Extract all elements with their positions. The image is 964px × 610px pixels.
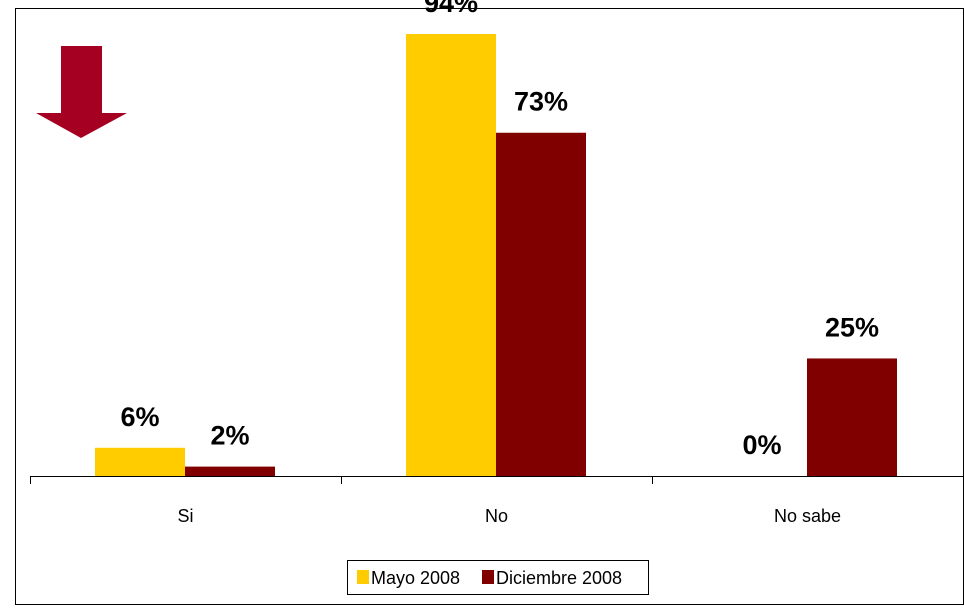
bar-no-mayo-2008 bbox=[406, 34, 496, 476]
bar-si-diciembre-2008 bbox=[185, 466, 275, 476]
value-label-no-sabe-diciembre-2008: 25% bbox=[825, 312, 879, 342]
legend-label-diciembre-2008: Diciembre 2008 bbox=[496, 568, 622, 588]
value-label-no-sabe-mayo-2008: 0% bbox=[742, 430, 781, 460]
legend-swatch-diciembre-2008 bbox=[482, 570, 494, 584]
arrow-down-icon bbox=[36, 46, 127, 138]
bar-no-sabe-diciembre-2008 bbox=[807, 358, 897, 476]
category-label-si: Si bbox=[177, 506, 193, 526]
value-labels-layer: 6% 2% 94% 73% 0% 25% bbox=[120, 0, 879, 460]
value-label-si-diciembre-2008: 2% bbox=[210, 421, 249, 451]
category-label-no: No bbox=[485, 506, 508, 526]
category-labels: Si No No sabe bbox=[177, 506, 841, 526]
value-label-no-diciembre-2008: 73% bbox=[514, 87, 568, 117]
value-label-si-mayo-2008: 6% bbox=[120, 402, 159, 432]
bars-layer bbox=[95, 34, 897, 476]
legend-box bbox=[347, 560, 649, 595]
bar-si-mayo-2008 bbox=[95, 447, 185, 476]
category-label-no-sabe: No sabe bbox=[774, 506, 841, 526]
legend: Mayo 2008 Diciembre 2008 bbox=[347, 560, 649, 595]
x-axis bbox=[30, 476, 964, 484]
legend-label-mayo-2008: Mayo 2008 bbox=[371, 568, 460, 588]
legend-swatch-mayo-2008 bbox=[357, 570, 369, 584]
bar-no-diciembre-2008 bbox=[496, 132, 586, 476]
value-label-no-mayo-2008: 94% bbox=[424, 0, 478, 18]
